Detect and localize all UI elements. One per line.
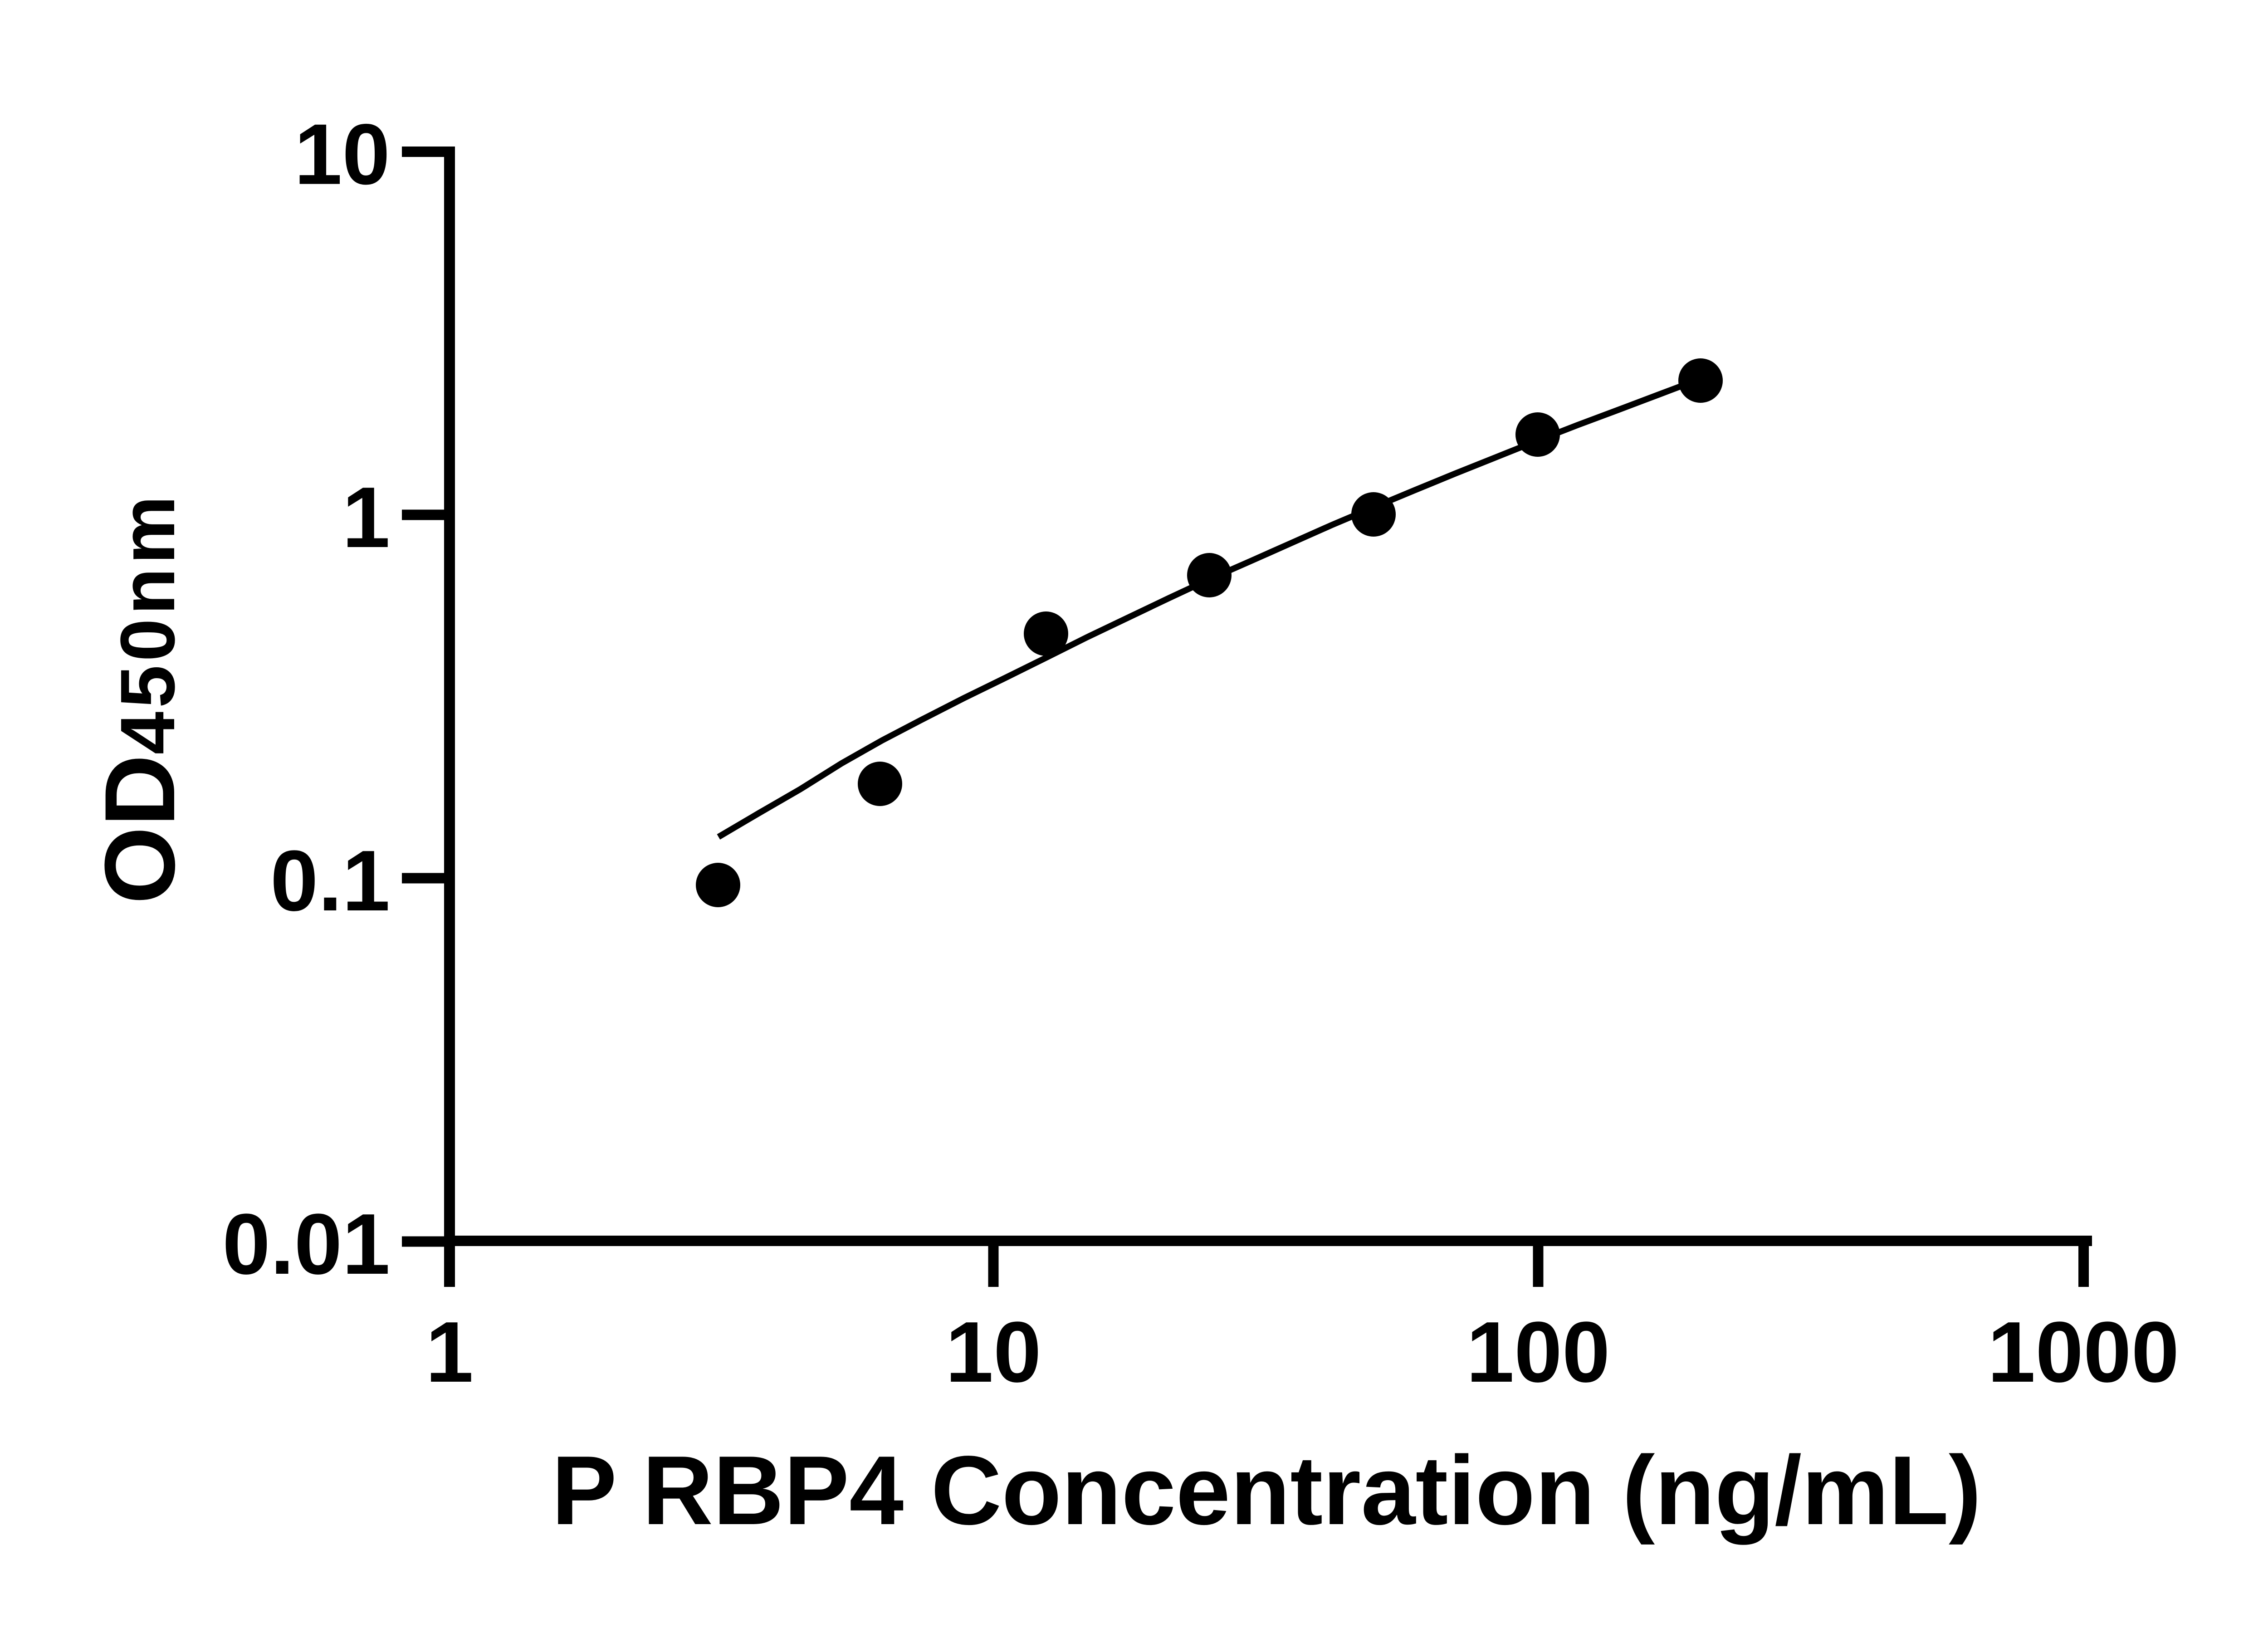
svg-text:10: 10 [945, 1304, 1041, 1400]
svg-text:10: 10 [294, 107, 390, 203]
svg-text:1: 1 [425, 1304, 474, 1400]
svg-text:P RBP4 Concentration (ng/mL): P RBP4 Concentration (ng/mL) [552, 1435, 1981, 1545]
svg-text:100: 100 [1466, 1304, 1610, 1400]
svg-text:1: 1 [342, 469, 390, 566]
svg-text:0.1: 0.1 [270, 833, 390, 929]
svg-text:0.01: 0.01 [222, 1196, 390, 1292]
svg-text:1000: 1000 [1988, 1304, 2180, 1400]
